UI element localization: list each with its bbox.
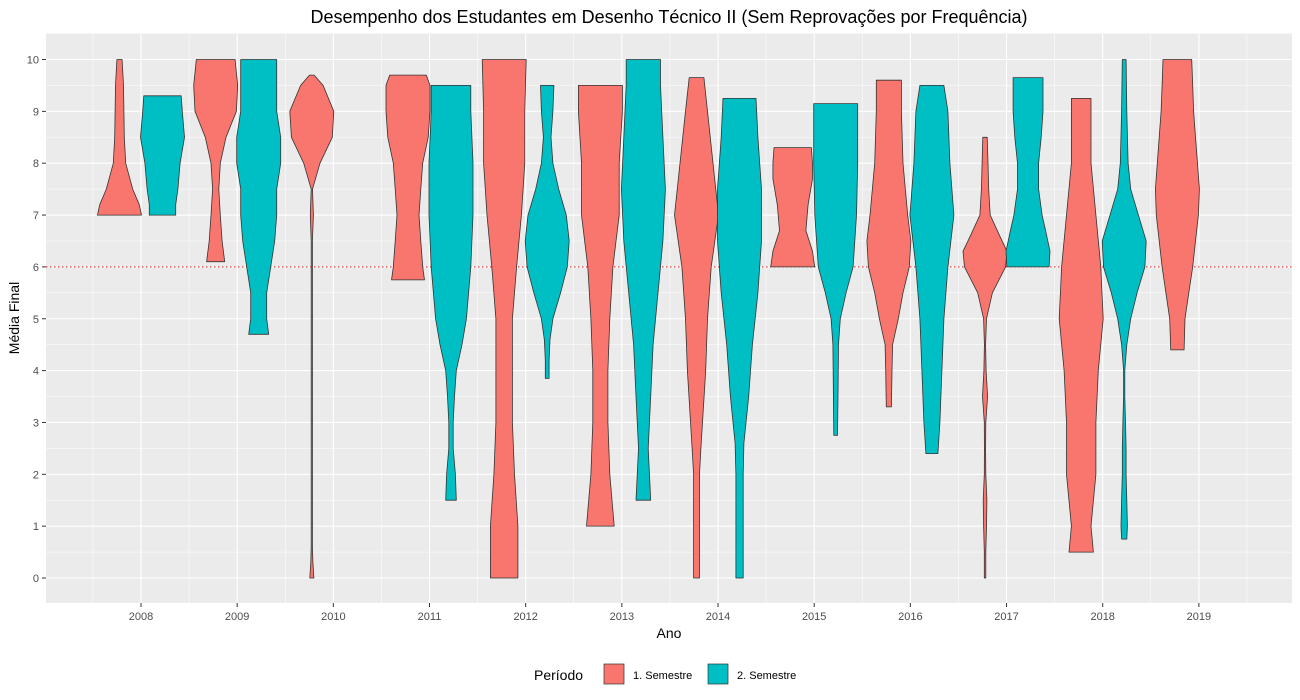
x-tick-label: 2016 (898, 611, 922, 623)
x-tick-label: 2017 (994, 611, 1018, 623)
y-axis-label: Média Final (6, 282, 22, 354)
legend-key-1-semestre (603, 663, 625, 685)
y-tick-label: 2 (33, 469, 39, 481)
x-tick-label: 2013 (610, 611, 634, 623)
x-tick-label: 2010 (321, 611, 345, 623)
violin-1-semestre-2017 (962, 136, 1008, 579)
y-tick-label: 4 (33, 366, 39, 378)
violin-2-semestre-2018 (1101, 59, 1147, 540)
violin-1-semestre-2015 (770, 147, 816, 268)
violin-1-semestre-2014 (674, 77, 719, 579)
violin-1-semestre-2010 (289, 74, 335, 579)
x-tick-label: 2008 (129, 611, 153, 623)
violin-1-semestre-2018 (1058, 98, 1104, 553)
x-tick-label: 2009 (225, 611, 249, 623)
violin-1-semestre-2011 (385, 74, 431, 281)
violin-2-semestre-2017 (1005, 77, 1051, 268)
violin-1-semestre-2019 (1155, 59, 1200, 351)
violin-2-semestre-2014 (717, 98, 762, 579)
x-tick-label: 2019 (1187, 611, 1211, 623)
legend-title: Período (534, 667, 583, 683)
y-tick-label: 5 (33, 314, 39, 326)
y-tick-label: 7 (33, 210, 39, 222)
legend-label-2-semestre: 2. Semestre (737, 670, 796, 682)
y-tick-label: 6 (33, 262, 39, 274)
violin-1-semestre-2016 (866, 79, 912, 408)
y-tick-label: 10 (27, 55, 39, 67)
violin-2-semestre-2012 (524, 85, 570, 379)
x-tick-label: 2018 (1090, 611, 1114, 623)
y-tick-label: 8 (33, 158, 39, 170)
legend: Período 1. Semestre 2. Semestre (534, 663, 796, 685)
legend-label-1-semestre: 1. Semestre (633, 670, 692, 682)
violins (97, 59, 1200, 579)
chart-title: Desempenho dos Estudantes em Desenho Téc… (310, 7, 1027, 27)
x-tick-label: 2014 (706, 611, 730, 623)
violin-1-semestre-2009 (193, 59, 239, 263)
x-tick-label: 2015 (802, 611, 826, 623)
x-tick-label: 2011 (418, 611, 442, 623)
y-tick-label: 3 (33, 417, 39, 429)
violin-2-semestre-2011 (428, 85, 474, 501)
y-axis-ticks: 0 1 2 3 4 5 6 7 8 9 10 (27, 55, 46, 585)
x-axis-ticks: 2008 2009 2010 2011 2012 2013 2014 2015 2016 2017… (129, 603, 1211, 623)
x-tick-label: 2012 (513, 611, 537, 623)
violin-2-semestre-2008 (140, 95, 185, 216)
x-axis-label: Ano (657, 625, 682, 641)
violin-2-semestre-2016 (909, 85, 955, 455)
violin-2-semestre-2009 (236, 59, 282, 335)
violin-1-semestre-2012 (481, 59, 527, 579)
y-tick-label: 0 (33, 573, 39, 585)
y-tick-label: 9 (33, 106, 39, 118)
violin-1-semestre-2013 (578, 85, 623, 527)
y-tick-label: 1 (33, 521, 39, 533)
legend-key-2-semestre (707, 663, 729, 685)
violin-2-semestre-2015 (813, 103, 859, 436)
violin-2-semestre-2013 (621, 59, 666, 501)
violin-1-semestre-2008 (97, 59, 142, 216)
